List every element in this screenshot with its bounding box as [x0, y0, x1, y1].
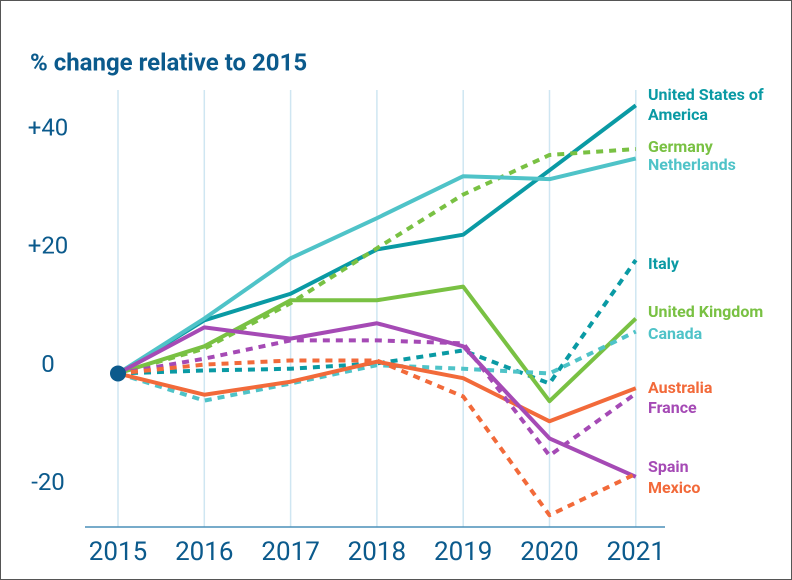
x-tick-label: 2021 [607, 537, 665, 567]
y-tick-label: 0 [41, 350, 55, 378]
legend-label: Spain [648, 457, 689, 476]
series-line [117, 338, 637, 458]
x-tick-label: 2015 [89, 537, 147, 567]
legend-label: France [648, 398, 697, 417]
legend-label: Netherlands [648, 155, 736, 174]
x-tick-label: 2020 [520, 537, 578, 567]
x-tick-label: 2016 [175, 537, 233, 567]
series-line [117, 359, 637, 424]
origin-marker [110, 365, 126, 382]
legend-label: United Kingdom [648, 302, 764, 321]
legend-label: Italy [648, 254, 679, 273]
legend-label: Mexico [648, 478, 701, 497]
x-tick-label: 2018 [348, 537, 406, 567]
x-tick-label: 2017 [261, 537, 319, 567]
y-tick-label: +40 [28, 114, 69, 142]
series-line [117, 284, 638, 404]
legend-label: United States of America [648, 85, 764, 124]
series-line [117, 321, 637, 479]
legend-label: Germany [648, 137, 713, 156]
series-line [117, 358, 637, 518]
series-line [117, 147, 636, 376]
y-tick-label: -20 [31, 468, 65, 496]
chart-title: % change relative to 2015 [30, 48, 307, 76]
legend-label: Australia [648, 378, 713, 397]
legend-label: Canada [648, 324, 703, 343]
series-line [116, 156, 637, 376]
series-line [117, 329, 637, 403]
y-tick-label: +20 [28, 232, 69, 260]
x-tick-label: 2019 [434, 537, 492, 567]
